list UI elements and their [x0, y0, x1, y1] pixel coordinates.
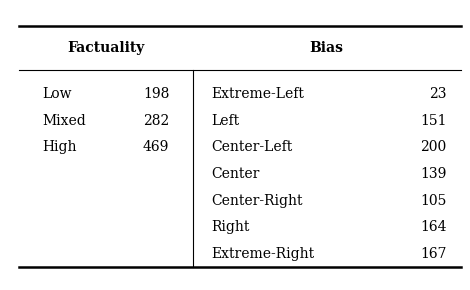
- Text: Right: Right: [212, 220, 250, 234]
- Text: Extreme-Right: Extreme-Right: [212, 246, 314, 260]
- Text: Center: Center: [212, 167, 260, 181]
- Text: Low: Low: [42, 88, 72, 102]
- Text: Center-Left: Center-Left: [212, 140, 293, 155]
- Text: Extreme-Left: Extreme-Left: [212, 88, 305, 102]
- Text: Bias: Bias: [310, 41, 344, 55]
- Text: 151: 151: [420, 114, 446, 128]
- Text: 282: 282: [143, 114, 169, 128]
- Text: Mixed: Mixed: [42, 114, 86, 128]
- Text: 198: 198: [143, 88, 169, 102]
- Text: Center-Right: Center-Right: [212, 193, 303, 208]
- Text: 164: 164: [420, 220, 446, 234]
- Text: High: High: [42, 140, 77, 155]
- Text: 105: 105: [420, 193, 446, 208]
- Text: 469: 469: [143, 140, 169, 155]
- Text: 23: 23: [429, 88, 446, 102]
- Text: 139: 139: [420, 167, 446, 181]
- Text: Factuality: Factuality: [67, 41, 144, 55]
- Text: 167: 167: [420, 246, 446, 260]
- Text: Left: Left: [212, 114, 240, 128]
- Text: 200: 200: [420, 140, 446, 155]
